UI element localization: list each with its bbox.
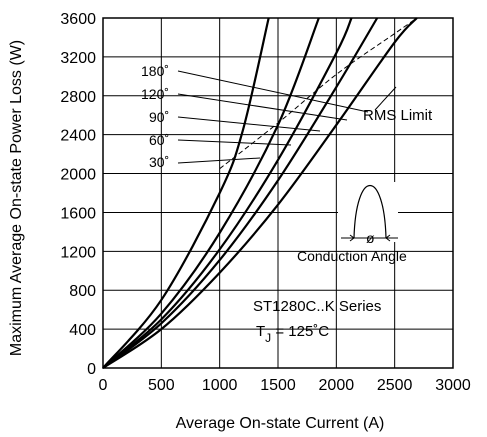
rms-limit-curve bbox=[219, 17, 418, 170]
curve-label-0: 30˚ bbox=[149, 154, 169, 170]
y-tick-label: 800 bbox=[69, 283, 96, 300]
series-curve-2 bbox=[102, 17, 353, 369]
curve-label-leader-2 bbox=[177, 116, 321, 132]
series-curve-3 bbox=[102, 17, 379, 369]
junction-temp-label: TJ = 125˚C bbox=[256, 323, 329, 345]
y-tick-label: 3600 bbox=[60, 11, 96, 28]
conduction-angle-label: Conduction Angle bbox=[297, 248, 407, 264]
y-tick-labels: 0 400 800 1200 1600 2000 2400 2800 3200 3600 bbox=[60, 11, 96, 378]
series-curves bbox=[102, 17, 418, 369]
curve-label-1: 60˚ bbox=[149, 132, 169, 148]
y-tick-label: 400 bbox=[69, 322, 96, 339]
y-tick-label: 3200 bbox=[60, 50, 96, 67]
curve-labels: 180˚ 120˚ 90˚ 60˚ 30˚ bbox=[141, 63, 369, 170]
curve-label-leader-1 bbox=[177, 139, 292, 146]
x-tick-label: 0 bbox=[99, 377, 108, 394]
rms-limit-pointer bbox=[374, 86, 397, 111]
rms-limit-line bbox=[219, 17, 418, 170]
x-tick-label: 1500 bbox=[260, 377, 296, 394]
x-tick-labels: 0 500 1000 1500 2000 2500 3000 bbox=[99, 377, 471, 394]
x-tick-label: 2000 bbox=[319, 377, 355, 394]
y-tick-label: 1600 bbox=[60, 205, 96, 222]
x-tick-label: 500 bbox=[148, 377, 175, 394]
y-tick-label: 2800 bbox=[60, 89, 96, 106]
curve-label-leader-0 bbox=[177, 157, 261, 164]
curve-label-leader-4 bbox=[177, 70, 369, 113]
x-tick-label: 2500 bbox=[377, 377, 413, 394]
y-tick-label: 1200 bbox=[60, 244, 96, 261]
curve-label-4: 180˚ bbox=[141, 63, 169, 79]
y-tick-label: 0 bbox=[87, 361, 96, 378]
curve-label-leader-3 bbox=[177, 93, 348, 121]
y-tick-label: 2400 bbox=[60, 128, 96, 145]
rms-limit-label: RMS Limit bbox=[363, 107, 433, 124]
plot-frame bbox=[102, 17, 454, 369]
x-tick-label: 1000 bbox=[202, 377, 238, 394]
device-series-label: ST1280C..K Series bbox=[253, 298, 381, 315]
phi-symbol: ø bbox=[366, 230, 375, 246]
curve-label-2: 90˚ bbox=[149, 109, 169, 125]
x-tick-label: 3000 bbox=[435, 377, 471, 394]
conduction-angle-inset: ø Conduction Angle bbox=[297, 182, 407, 264]
y-axis-title: Maximum Average On-state Power Loss (W) bbox=[8, 40, 25, 356]
curve-label-3: 120˚ bbox=[141, 86, 169, 102]
series-curve-0 bbox=[102, 17, 270, 369]
plot-border bbox=[102, 17, 454, 369]
y-tick-label: 2000 bbox=[60, 167, 96, 184]
series-curve-4 bbox=[102, 17, 418, 369]
x-axis-title: Average On-state Current (A) bbox=[176, 415, 385, 432]
series-curve-1 bbox=[102, 17, 320, 369]
